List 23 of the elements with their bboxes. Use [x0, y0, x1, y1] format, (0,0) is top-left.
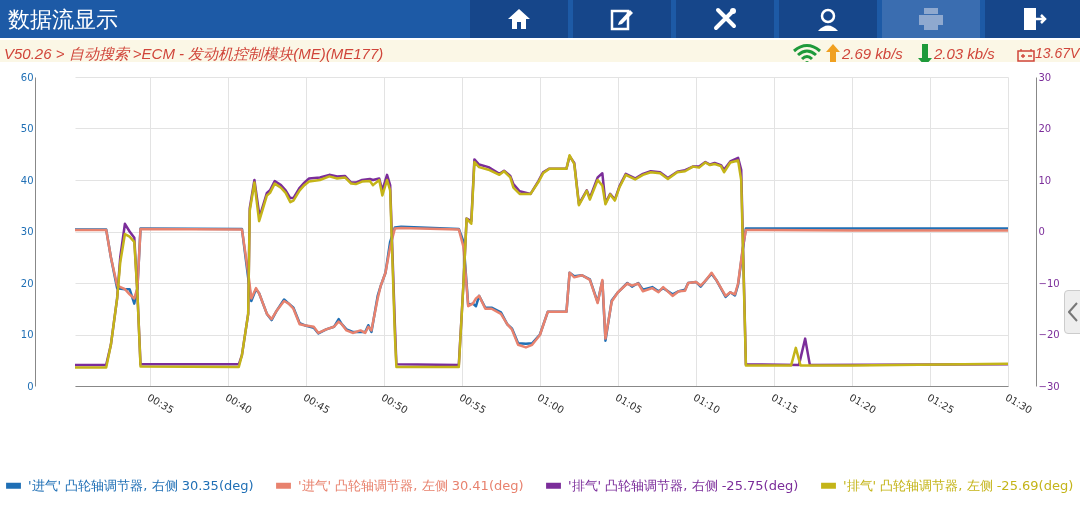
legend-label: '进气' 凸轮轴调节器, 左侧 30.41(deg): [298, 477, 524, 493]
y2-tick-label: 20: [1038, 123, 1052, 134]
text: 2.03 kb/s: [934, 45, 995, 62]
y-tick-label: 60: [20, 71, 34, 83]
y2-tick-label: −20: [1038, 329, 1060, 340]
y2-tick-label: −10: [1038, 277, 1060, 289]
y-tick-label: 20: [20, 277, 34, 289]
legend-label: '排气' 凸轮轴调节器, 右侧 -25.75(deg): [568, 477, 799, 493]
legend-label: '排气' 凸轮轴调节器, 左侧 -25.69(deg): [843, 477, 1074, 493]
y-tick-label: 0: [27, 380, 34, 392]
y2-tick-label: 30: [1038, 71, 1052, 83]
y2-tick-label: 10: [1038, 174, 1052, 186]
y-tick-label: 40: [20, 174, 34, 186]
text: 2.69 kb/s: [842, 45, 903, 62]
y2-tick-label: −30: [1038, 380, 1060, 392]
y-tick-label: 50: [20, 123, 34, 134]
chart-title: 数据流显示: [8, 6, 118, 34]
legend-label: '进气' 凸轮轴调节器, 右侧 30.35(deg): [28, 477, 254, 493]
chart-subtitle: V50.26 > 自动搜索 >ECM - 发动机控制模块(ME)(ME177): [4, 45, 384, 64]
y-tick-label: 10: [20, 329, 34, 340]
text: 13.67V: [1035, 45, 1080, 61]
y2-tick-label: 0: [1038, 226, 1045, 237]
y-tick-label: 30: [20, 226, 34, 237]
